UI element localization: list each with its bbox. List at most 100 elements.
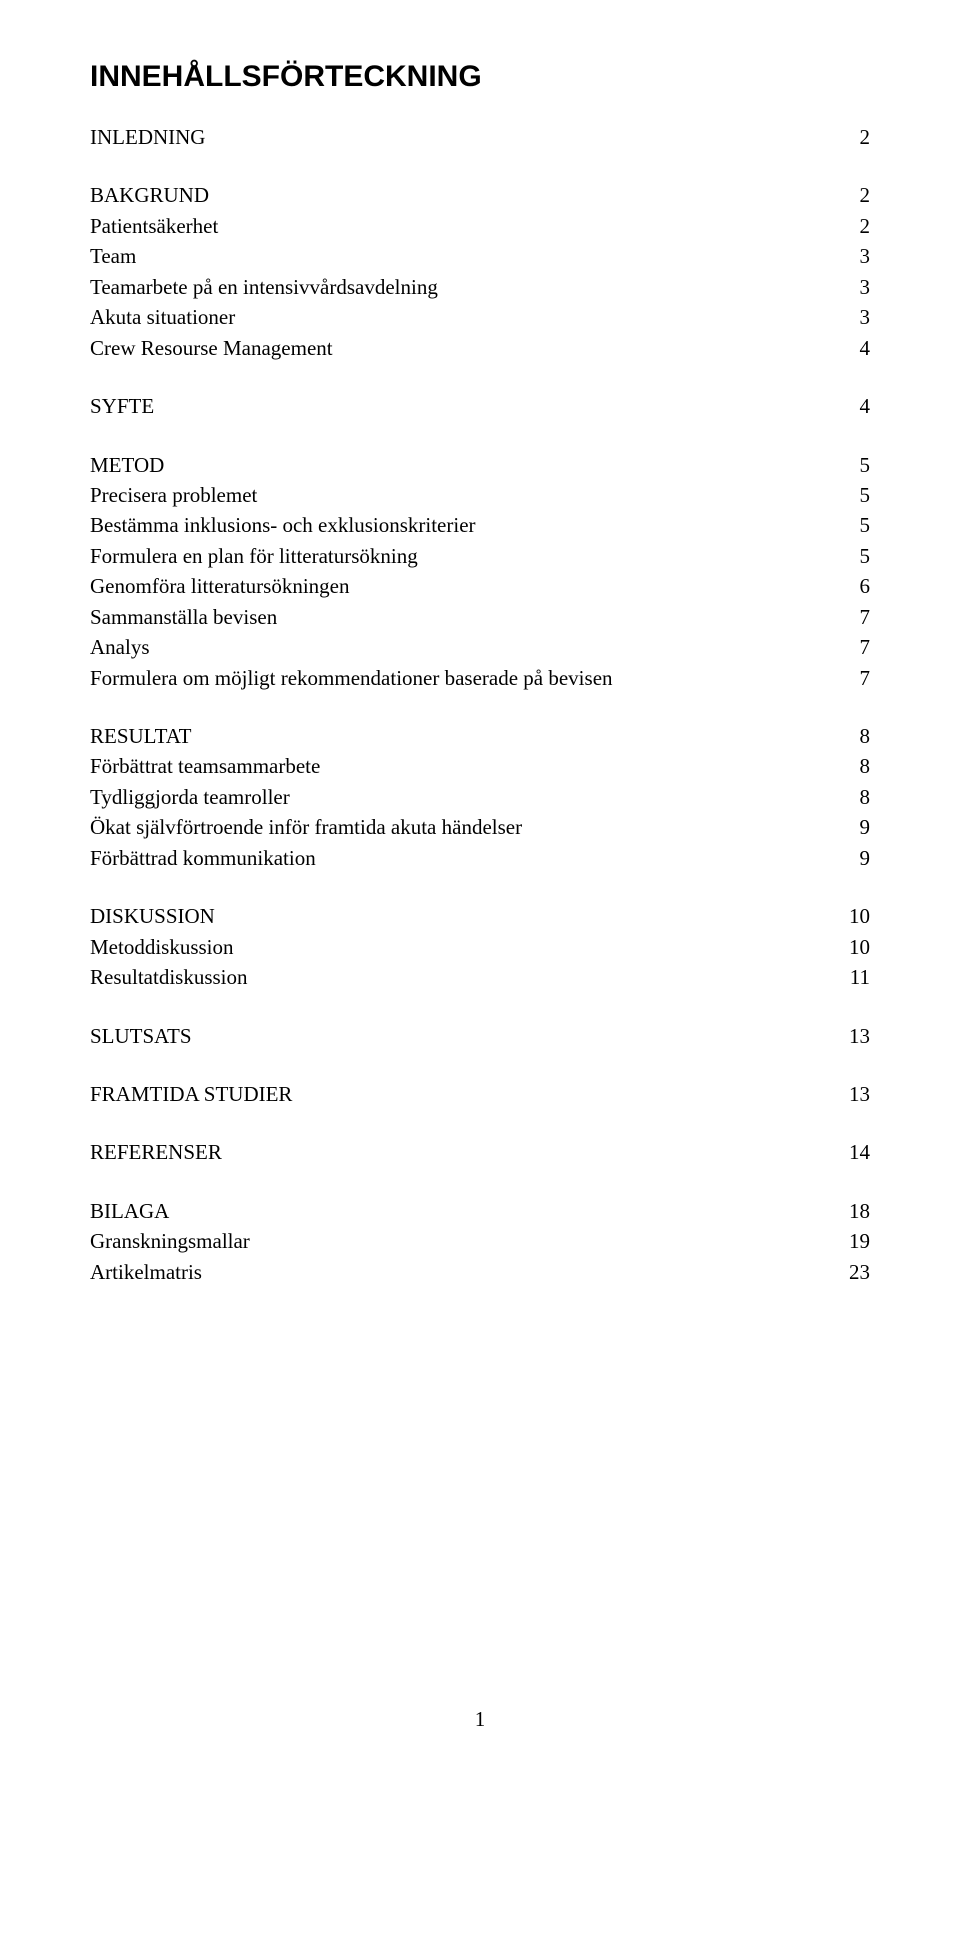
toc-row: Analys7 — [90, 632, 870, 662]
toc-entry-label: Förbättrad kommunikation — [90, 843, 830, 873]
toc-entry-page: 4 — [830, 333, 870, 363]
toc-entry-page: 2 — [830, 122, 870, 152]
toc-entry-page: 8 — [830, 721, 870, 751]
toc-section: RESULTAT8Förbättrat teamsammarbete8Tydli… — [90, 721, 870, 873]
toc-row: Formulera om möjligt rekommendationer ba… — [90, 663, 870, 693]
toc-entry-label: Formulera en plan för litteratursökning — [90, 541, 830, 571]
toc-entry-page: 9 — [830, 812, 870, 842]
toc-entry-page: 3 — [830, 241, 870, 271]
toc-row: Sammanställa bevisen7 — [90, 602, 870, 632]
toc-row: SYFTE4 — [90, 391, 870, 421]
toc-entry-page: 8 — [830, 751, 870, 781]
toc-entry-page: 3 — [830, 272, 870, 302]
toc-entry-label: BAKGRUND — [90, 180, 830, 210]
toc-row: Förbättrad kommunikation9 — [90, 843, 870, 873]
toc-row: Precisera problemet5 — [90, 480, 870, 510]
toc-row: Akuta situationer3 — [90, 302, 870, 332]
toc-entry-label: METOD — [90, 450, 830, 480]
toc-entry-label: INLEDNING — [90, 122, 830, 152]
toc-entry-page: 5 — [830, 480, 870, 510]
toc-entry-label: Analys — [90, 632, 830, 662]
toc-entry-page: 7 — [830, 632, 870, 662]
toc-section: DISKUSSION10Metoddiskussion10Resultatdis… — [90, 901, 870, 992]
toc-entry-label: Metoddiskussion — [90, 932, 830, 962]
toc-entry-label: RESULTAT — [90, 721, 830, 751]
toc-row: INLEDNING2 — [90, 122, 870, 152]
toc-row: Team3 — [90, 241, 870, 271]
toc-row: Bestämma inklusions- och exklusionskrite… — [90, 510, 870, 540]
toc-entry-label: Ökat självförtroende inför framtida akut… — [90, 812, 830, 842]
toc-row: RESULTAT8 — [90, 721, 870, 751]
toc-entry-label: Precisera problemet — [90, 480, 830, 510]
toc-entry-page: 4 — [830, 391, 870, 421]
toc-entry-label: Artikelmatris — [90, 1257, 830, 1287]
toc-entry-label: Resultatdiskussion — [90, 962, 830, 992]
toc-row: Teamarbete på en intensivvårdsavdelning3 — [90, 272, 870, 302]
toc-entry-page: 7 — [830, 602, 870, 632]
toc-section: SYFTE4 — [90, 391, 870, 421]
toc-row: Crew Resourse Management4 — [90, 333, 870, 363]
toc-row: Metoddiskussion10 — [90, 932, 870, 962]
toc-entry-label: Crew Resourse Management — [90, 333, 830, 363]
toc-row: Patientsäkerhet2 — [90, 211, 870, 241]
toc-row: DISKUSSION10 — [90, 901, 870, 931]
toc-entry-page: 5 — [830, 450, 870, 480]
toc-row: Artikelmatris23 — [90, 1257, 870, 1287]
toc-row: FRAMTIDA STUDIER13 — [90, 1079, 870, 1109]
toc-row: SLUTSATS13 — [90, 1021, 870, 1051]
toc-entry-label: Förbättrat teamsammarbete — [90, 751, 830, 781]
toc-entry-label: REFERENSER — [90, 1137, 830, 1167]
toc-entry-page: 13 — [830, 1021, 870, 1051]
toc-entry-label: Granskningsmallar — [90, 1226, 830, 1256]
document-title: INNEHÅLLSFÖRTECKNING — [90, 60, 870, 94]
toc-row: Granskningsmallar19 — [90, 1226, 870, 1256]
toc-entry-label: Genomföra litteratursökningen — [90, 571, 830, 601]
toc-entry-label: Sammanställa bevisen — [90, 602, 830, 632]
toc-row: Resultatdiskussion11 — [90, 962, 870, 992]
toc-entry-label: Akuta situationer — [90, 302, 830, 332]
toc-section: SLUTSATS13 — [90, 1021, 870, 1051]
toc-row: Förbättrat teamsammarbete8 — [90, 751, 870, 781]
toc-section: BAKGRUND2Patientsäkerhet2Team3Teamarbete… — [90, 180, 870, 363]
toc-entry-label: Bestämma inklusions- och exklusionskrite… — [90, 510, 830, 540]
toc-entry-page: 11 — [830, 962, 870, 992]
toc-row: Ökat självförtroende inför framtida akut… — [90, 812, 870, 842]
toc-entry-page: 2 — [830, 180, 870, 210]
toc-entry-label: Patientsäkerhet — [90, 211, 830, 241]
toc-row: REFERENSER14 — [90, 1137, 870, 1167]
toc-entry-label: Team — [90, 241, 830, 271]
toc-row: Tydliggjorda teamroller8 — [90, 782, 870, 812]
toc-entry-page: 9 — [830, 843, 870, 873]
toc-row: Genomföra litteratursökningen6 — [90, 571, 870, 601]
toc-entry-page: 7 — [830, 663, 870, 693]
toc-entry-page: 5 — [830, 541, 870, 571]
toc-section: FRAMTIDA STUDIER13 — [90, 1079, 870, 1109]
toc-row: BILAGA18 — [90, 1196, 870, 1226]
toc-entry-page: 14 — [830, 1137, 870, 1167]
toc-entry-label: Formulera om möjligt rekommendationer ba… — [90, 663, 830, 693]
toc-entry-page: 6 — [830, 571, 870, 601]
toc-section: BILAGA18Granskningsmallar19Artikelmatris… — [90, 1196, 870, 1287]
toc-entry-page: 23 — [830, 1257, 870, 1287]
toc-entry-label: SYFTE — [90, 391, 830, 421]
toc-entry-page: 10 — [830, 901, 870, 931]
toc-entry-page: 5 — [830, 510, 870, 540]
toc-entry-label: DISKUSSION — [90, 901, 830, 931]
table-of-contents: INLEDNING2BAKGRUND2Patientsäkerhet2Team3… — [90, 122, 870, 1287]
toc-entry-page: 8 — [830, 782, 870, 812]
toc-row: BAKGRUND2 — [90, 180, 870, 210]
toc-entry-page: 10 — [830, 932, 870, 962]
toc-entry-page: 3 — [830, 302, 870, 332]
toc-section: METOD5Precisera problemet5Bestämma inklu… — [90, 450, 870, 694]
toc-section: INLEDNING2 — [90, 122, 870, 152]
toc-entry-label: Tydliggjorda teamroller — [90, 782, 830, 812]
toc-entry-page: 19 — [830, 1226, 870, 1256]
toc-section: REFERENSER14 — [90, 1137, 870, 1167]
toc-entry-page: 2 — [830, 211, 870, 241]
toc-entry-page: 18 — [830, 1196, 870, 1226]
toc-row: METOD5 — [90, 450, 870, 480]
toc-entry-page: 13 — [830, 1079, 870, 1109]
toc-entry-label: SLUTSATS — [90, 1021, 830, 1051]
toc-entry-label: BILAGA — [90, 1196, 830, 1226]
page-number: 1 — [90, 1707, 870, 1732]
